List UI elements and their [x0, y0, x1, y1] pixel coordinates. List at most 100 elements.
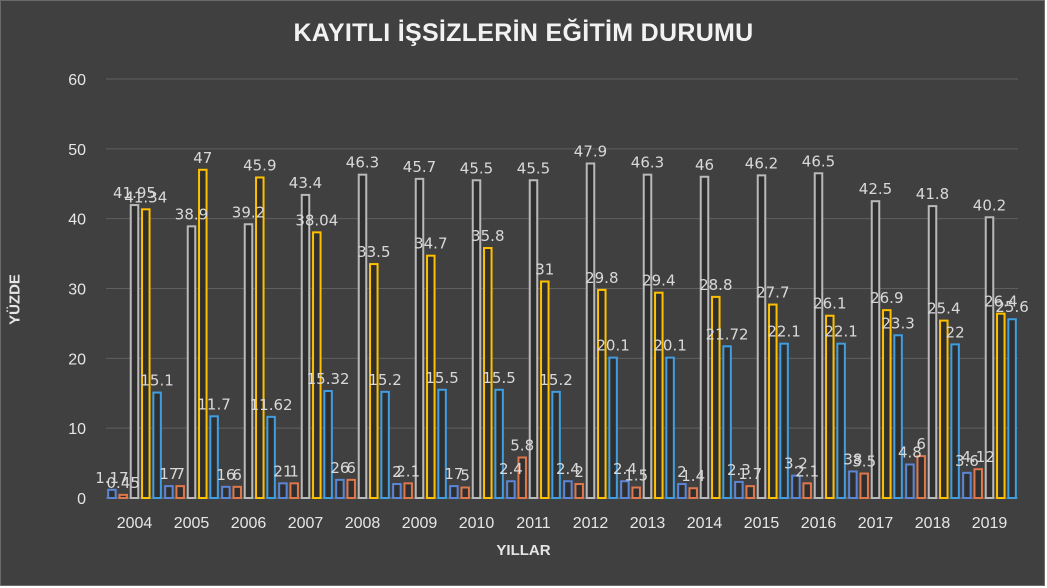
data-label: 20.1: [653, 337, 686, 355]
x-tick-label: 2015: [744, 515, 780, 532]
data-label: 21: [273, 462, 292, 480]
bar: [688, 487, 698, 499]
data-label: 6: [232, 466, 242, 484]
data-label: 45.5: [517, 159, 550, 177]
bar: [335, 478, 345, 499]
x-tick-label: 2019: [972, 515, 1008, 532]
data-label: 46.2: [745, 154, 778, 172]
data-label: 35.8: [471, 227, 504, 245]
bar: [266, 415, 276, 499]
bar: [563, 480, 573, 499]
bar: [209, 415, 219, 500]
data-label: 28.8: [699, 276, 732, 294]
bar: [916, 455, 926, 500]
bar: [859, 472, 869, 499]
data-label: 15.5: [482, 369, 515, 387]
data-label: 1.5: [624, 467, 648, 485]
x-tick-label: 2017: [858, 515, 894, 532]
bar: [756, 174, 767, 499]
bar: [939, 319, 949, 499]
data-label: 2.1: [396, 462, 420, 480]
bar: [722, 345, 732, 499]
bar: [608, 356, 618, 500]
y-tick-label: 30: [68, 282, 86, 299]
data-label: 46.5: [802, 152, 835, 170]
bar: [585, 162, 596, 500]
x-tick-label: 2009: [402, 515, 438, 532]
x-tick-label: 2018: [915, 515, 951, 532]
x-tick-label: 2014: [687, 515, 723, 532]
bar: [460, 486, 470, 499]
data-label: 42.5: [859, 180, 892, 198]
data-label: 11.7: [197, 395, 230, 413]
bar: [198, 168, 208, 500]
bar: [631, 486, 641, 499]
data-label: 1.7: [738, 465, 762, 483]
bar: [357, 173, 368, 499]
data-label: 22.1: [824, 323, 857, 341]
bar: [380, 390, 390, 499]
bar: [597, 288, 607, 499]
bar: [654, 291, 664, 499]
bar: [848, 470, 858, 500]
bar: [893, 334, 903, 499]
data-label: 6: [916, 435, 926, 453]
bar: [483, 246, 493, 499]
bar: [300, 193, 311, 499]
y-tick-label: 10: [68, 421, 86, 438]
data-label: 29.4: [642, 272, 675, 290]
bar: [186, 225, 197, 499]
x-tick-label: 2016: [801, 515, 837, 532]
bar: [471, 179, 482, 499]
data-label: 15.2: [368, 371, 401, 389]
bar: [392, 483, 402, 499]
data-label: 47.9: [574, 142, 607, 160]
data-label: 45.7: [403, 158, 436, 176]
bar: [620, 480, 630, 499]
data-label: 2: [677, 463, 687, 481]
bar: [699, 175, 710, 499]
bar: [745, 485, 755, 499]
data-label: 1.17: [95, 469, 128, 487]
bar: [665, 356, 675, 500]
data-label: 46.3: [346, 154, 379, 172]
bar: [768, 303, 778, 500]
bar: [1007, 318, 1017, 499]
data-label: 45.5: [460, 159, 493, 177]
bar: [962, 471, 972, 499]
data-label: 2.4: [556, 460, 580, 478]
data-label: 31: [535, 261, 554, 279]
bar: [528, 179, 539, 499]
bar: [107, 488, 117, 499]
y-tick-label: 0: [77, 491, 86, 508]
bar: [984, 216, 995, 500]
bar: [152, 391, 162, 499]
data-label: 17: [444, 465, 463, 483]
bar: [243, 223, 254, 499]
x-tick-label: 2004: [117, 515, 153, 532]
bar: [449, 485, 459, 499]
bar: [551, 390, 561, 499]
bar: [403, 482, 413, 499]
data-label: 5.8: [510, 436, 534, 454]
bar: [677, 483, 687, 499]
data-label: 26: [330, 459, 349, 477]
data-label: 23.3: [881, 314, 914, 332]
data-label: 2: [574, 463, 584, 481]
y-tick-label: 20: [68, 351, 86, 368]
bar: [870, 200, 881, 499]
bar: [346, 478, 356, 499]
data-label: 26.4: [984, 293, 1017, 311]
data-label: 33.5: [357, 243, 390, 261]
x-axis-label: YILLAR: [496, 542, 551, 559]
bar: [289, 482, 299, 499]
data-label: 38.04: [295, 211, 338, 229]
y-tick-label: 50: [68, 142, 86, 159]
x-tick-label: 2010: [459, 515, 495, 532]
bar: [369, 263, 379, 499]
bar: [414, 177, 425, 499]
data-label: 38: [843, 450, 862, 468]
data-label: 47: [193, 149, 212, 167]
bar: [517, 456, 527, 500]
